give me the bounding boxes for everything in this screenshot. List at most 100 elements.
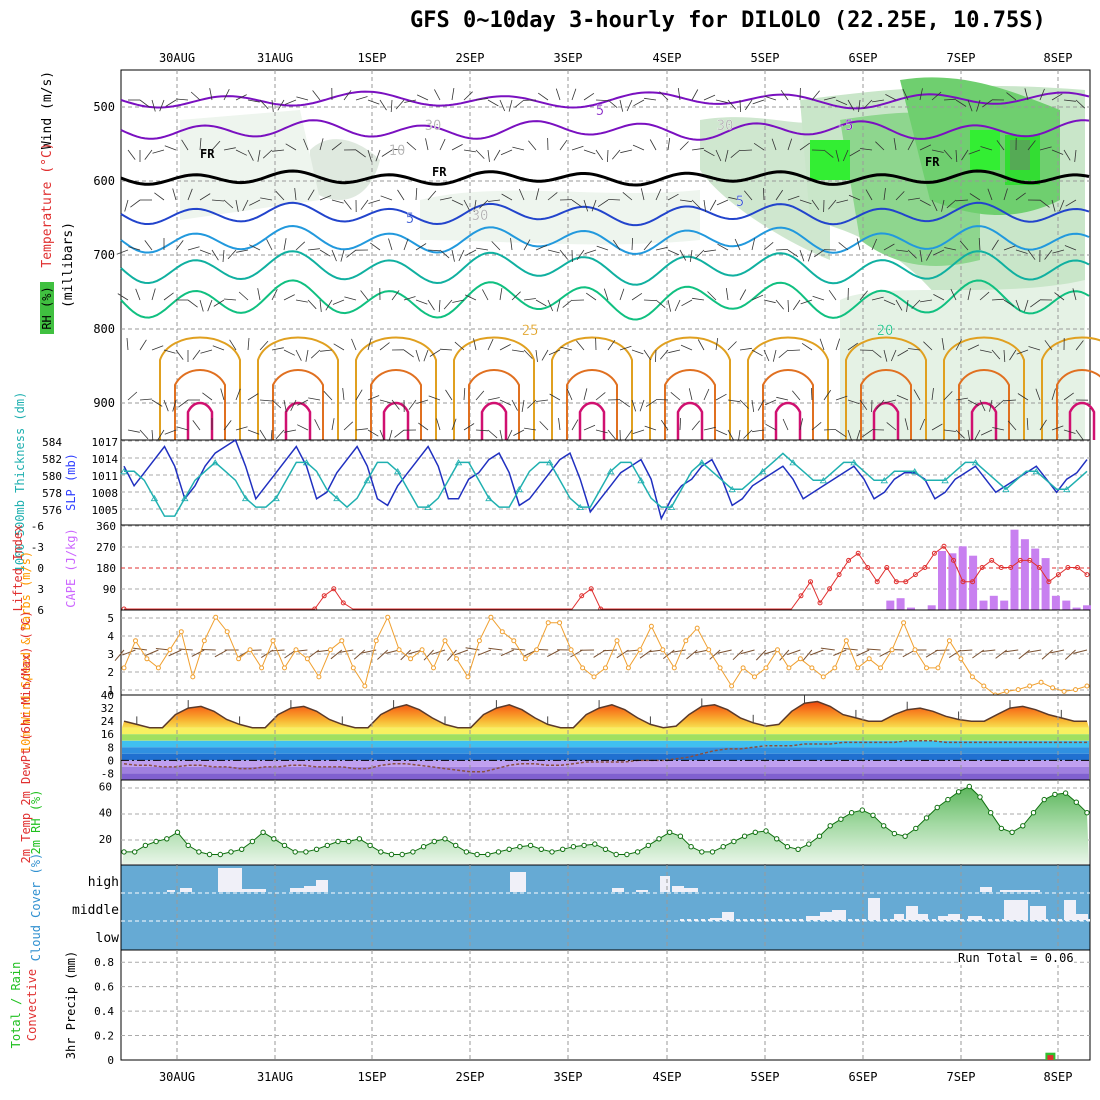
thickness-marker (850, 459, 858, 466)
rh-marker (602, 846, 609, 852)
wind-barb (259, 399, 273, 402)
wind-barb (979, 291, 990, 301)
wind-barb (595, 392, 606, 401)
rh-marker (1020, 823, 1026, 829)
wind-barb (967, 399, 979, 406)
wind-barb (222, 249, 225, 263)
wind-barb (463, 149, 476, 153)
slp-line (123, 438, 1088, 521)
wind-barb (596, 245, 609, 251)
lifted-index-marker (912, 572, 918, 578)
wind-barb (709, 199, 717, 211)
thickness-marker (120, 468, 128, 475)
wind-barb (847, 429, 853, 442)
wind-barb (1003, 299, 1015, 307)
wind-barb (257, 288, 261, 301)
wind-barb (415, 349, 420, 362)
rh-marker (1073, 799, 1080, 805)
wind-barb (1075, 340, 1084, 351)
wind-speed-marker (396, 647, 402, 653)
wind-barb (1016, 349, 1029, 355)
rh-marker (752, 829, 758, 835)
wind-barb (655, 349, 657, 363)
rh-marker (838, 816, 844, 822)
wind-barb (295, 349, 302, 361)
wind-barb (728, 196, 741, 201)
rh-marker (977, 794, 983, 800)
wind-barb (897, 349, 909, 357)
thickness-marker (211, 459, 219, 466)
isotherm-contour (382, 401, 410, 440)
isotherm-contour (1056, 369, 1100, 440)
wind-barb (1072, 288, 1077, 301)
wind-barb (583, 424, 596, 431)
wind-barb (1004, 649, 1019, 653)
wind-barb (607, 429, 616, 440)
wind-barb (751, 238, 756, 251)
wind-barb (863, 99, 873, 109)
wind-barb (458, 249, 465, 262)
wind-barb (739, 289, 747, 301)
wind-speed-marker (385, 614, 391, 620)
thickness-marker (150, 494, 159, 502)
wind-barb (895, 191, 905, 201)
wind-speed-marker (660, 647, 666, 653)
contour-label: 5 (596, 103, 604, 119)
wind-barb (403, 238, 409, 251)
thickness-tick-label: 584 (42, 436, 62, 449)
wind-barb (686, 649, 698, 660)
wind-barb (172, 399, 177, 412)
wind-speed-marker (671, 665, 677, 671)
wind-barb (331, 199, 344, 204)
wind-barb (904, 418, 909, 431)
wind-barb (691, 420, 701, 431)
wind-barb (931, 388, 934, 401)
wind-barb (955, 149, 958, 163)
upper-rh-label: RH (%) (40, 286, 54, 329)
wind-barb (576, 249, 585, 261)
wind-barb (1059, 199, 1065, 212)
wind-barb (259, 429, 267, 441)
wind-speed-marker (1084, 683, 1090, 689)
precip-tick-label: 0.6 (94, 981, 114, 994)
rh-marker (142, 842, 149, 849)
wind-barb (513, 429, 525, 436)
wind-speed-marker (224, 629, 230, 635)
wind-barb (926, 249, 933, 261)
cloud-bar-middle (1016, 900, 1028, 920)
wind-barb (133, 647, 147, 651)
wind-barb (271, 289, 278, 301)
wind-speed-marker (431, 665, 436, 671)
cape-bar (1062, 600, 1071, 610)
wind-barb (408, 399, 417, 410)
wind-barb (908, 348, 921, 351)
cloud-bar-high (1000, 890, 1040, 892)
wind-barb (506, 429, 513, 442)
wind-barb (294, 188, 297, 201)
wind-barb (871, 238, 878, 251)
wind-barb (1027, 649, 1042, 653)
wind-barb (164, 145, 177, 151)
wind-barb (394, 429, 405, 438)
wind-barb (896, 394, 909, 401)
thickness-line (124, 452, 1088, 517)
rh-marker (346, 838, 352, 845)
wind-barb (500, 149, 513, 156)
cape-tick-label: 360 (96, 520, 116, 533)
wind-barb (820, 647, 835, 651)
wind-barb (511, 399, 518, 411)
wind-barb (639, 399, 645, 412)
wind-barb (1026, 417, 1029, 431)
wind-barb (799, 142, 811, 151)
wind-barb (1074, 149, 1077, 162)
wind-barb (562, 299, 573, 308)
rh-shade-region (970, 130, 1000, 170)
wind-barb (667, 193, 679, 201)
bottom-date-labels: 30AUG 31AUG 1SEP 2SEP 3SEP 4SEP 5SEP 6SEP 7SEP 8S… (159, 1070, 1073, 1084)
thickness-tick-label: 582 (42, 453, 62, 466)
wind-barb (744, 99, 753, 111)
lifted-index-marker (1075, 565, 1080, 570)
wind-barb (932, 249, 945, 256)
wind-barb (566, 388, 573, 401)
wind-barb (416, 399, 429, 404)
